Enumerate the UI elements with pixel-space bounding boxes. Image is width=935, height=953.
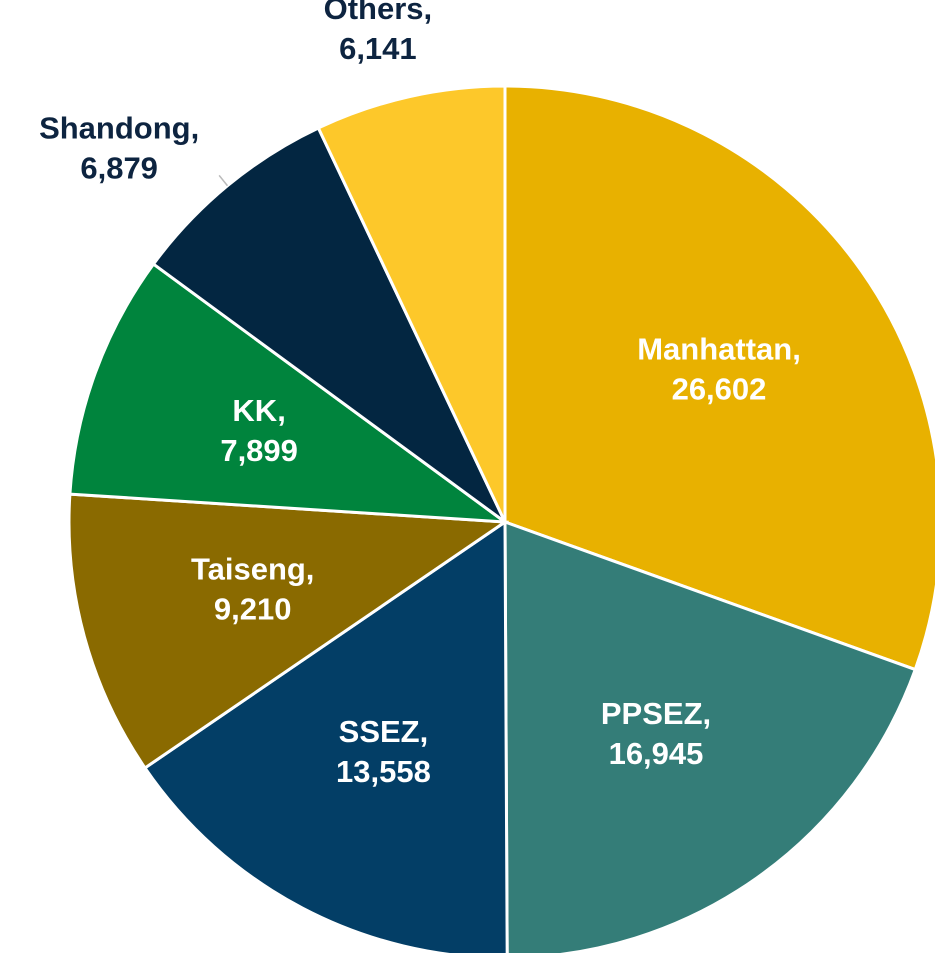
slice-value-label: 9,210 [214, 591, 292, 626]
slice-value-label: 16,945 [609, 736, 704, 771]
slice-label: Others, [324, 0, 433, 26]
leader-line [218, 174, 229, 187]
pie-slice [151, 125, 507, 524]
slice-value-label: 7,899 [220, 433, 298, 468]
slice-label: Taiseng, [191, 551, 314, 586]
slice-value-label: 13,558 [336, 754, 431, 789]
slice-label: SSEZ, [339, 714, 429, 749]
pie-slice [68, 261, 511, 524]
pie-slice [67, 492, 510, 771]
pie-slice [316, 84, 507, 523]
pie-slice [503, 84, 935, 672]
slice-value-label: 26,602 [672, 372, 767, 407]
slice-label: Manhattan, [637, 332, 801, 367]
slice-label: PPSEZ, [601, 696, 711, 731]
slice-value-label: 6,879 [80, 151, 158, 186]
slice-label: KK, [232, 393, 285, 428]
pie-slice [142, 519, 509, 953]
slice-value-label: 6,141 [339, 31, 417, 66]
slice-label: Shandong, [39, 111, 199, 146]
